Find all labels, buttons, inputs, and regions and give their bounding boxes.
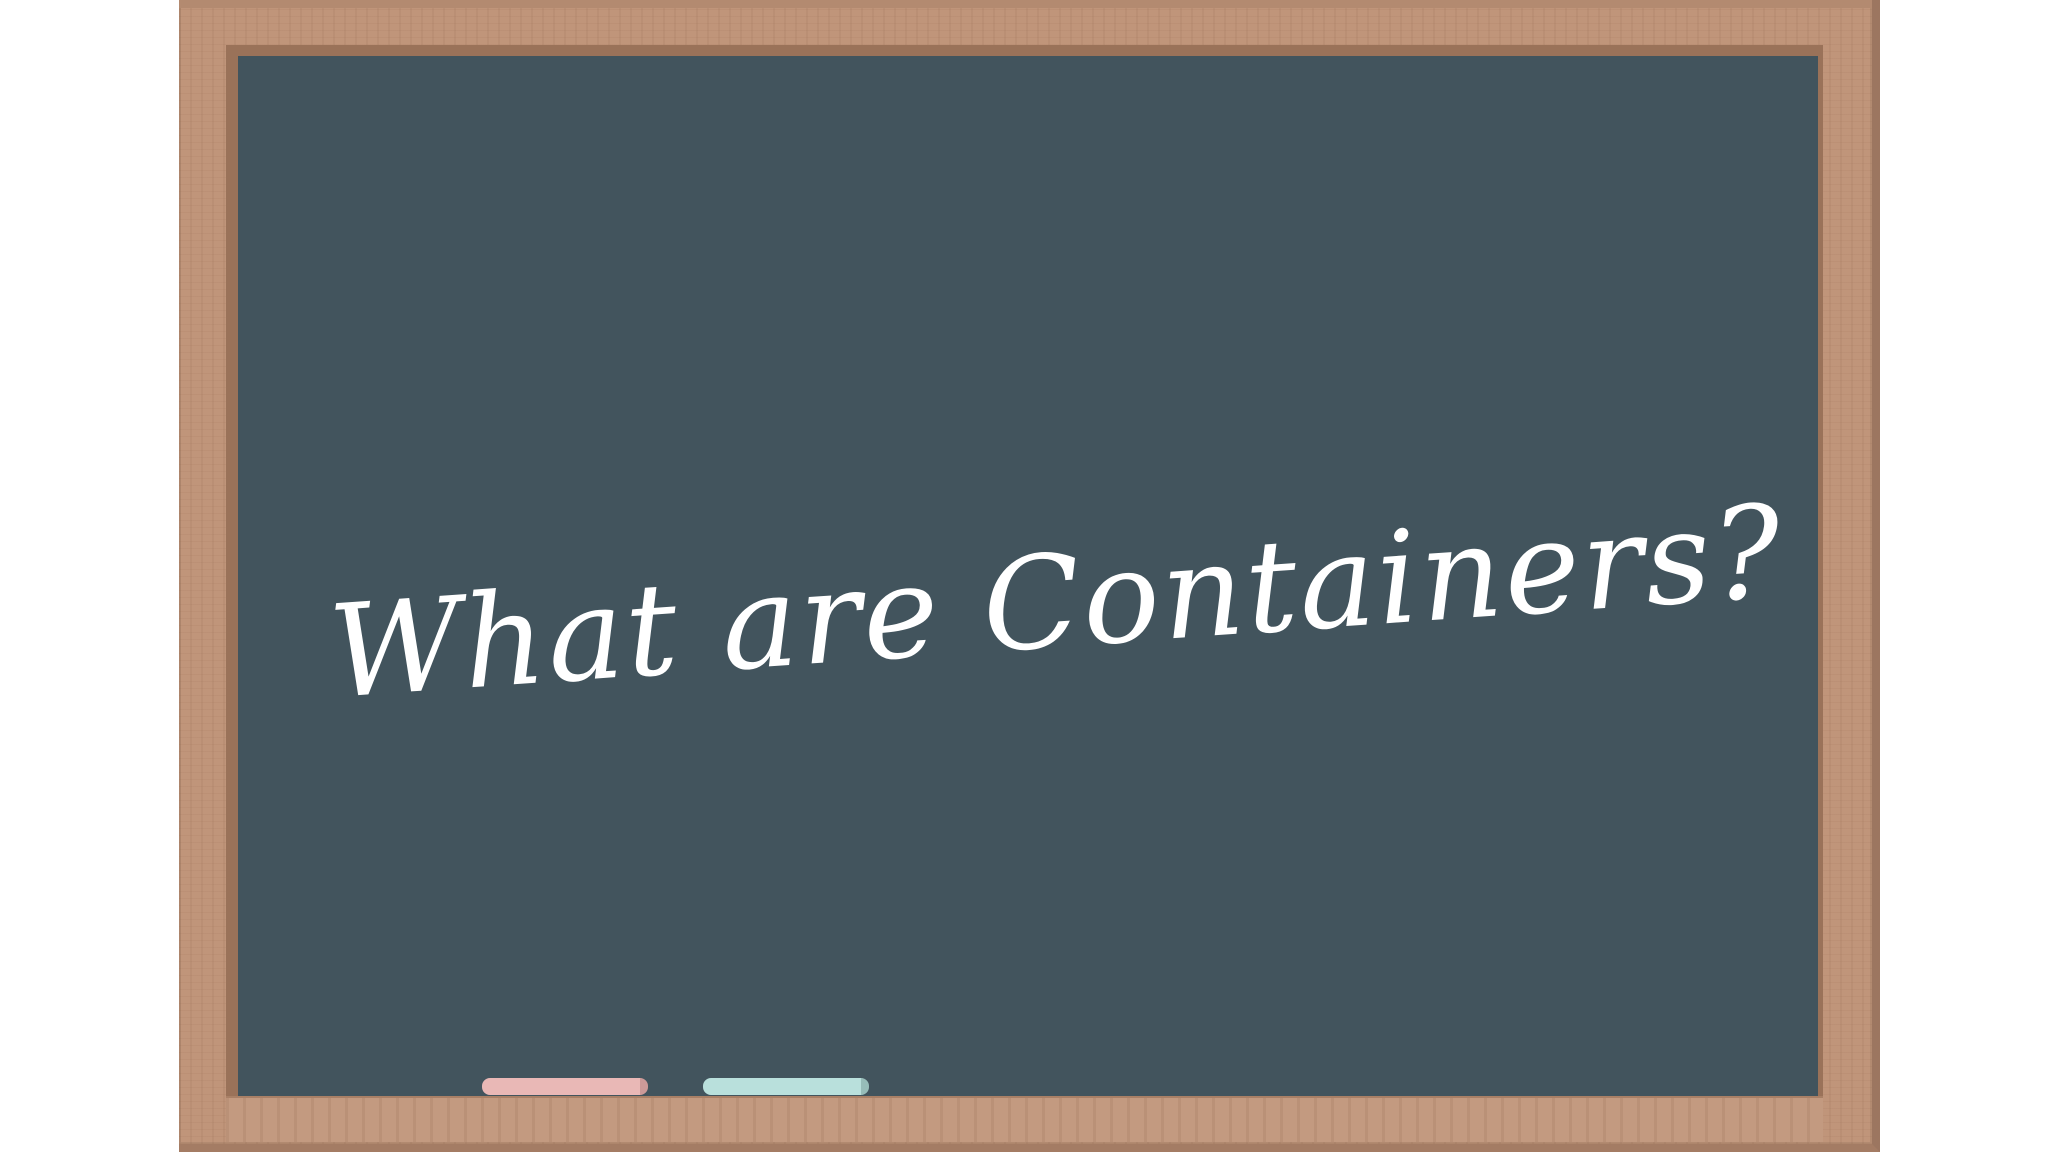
frame-top-edge xyxy=(179,0,1872,8)
blue-chalk-icon xyxy=(703,1078,869,1095)
wooden-frame xyxy=(179,0,1880,1152)
pink-chalk-icon xyxy=(482,1078,648,1095)
chalk-tray xyxy=(226,1096,1823,1142)
tray-wood-grain xyxy=(226,1098,1823,1142)
chalkboard-surface xyxy=(238,56,1818,1096)
